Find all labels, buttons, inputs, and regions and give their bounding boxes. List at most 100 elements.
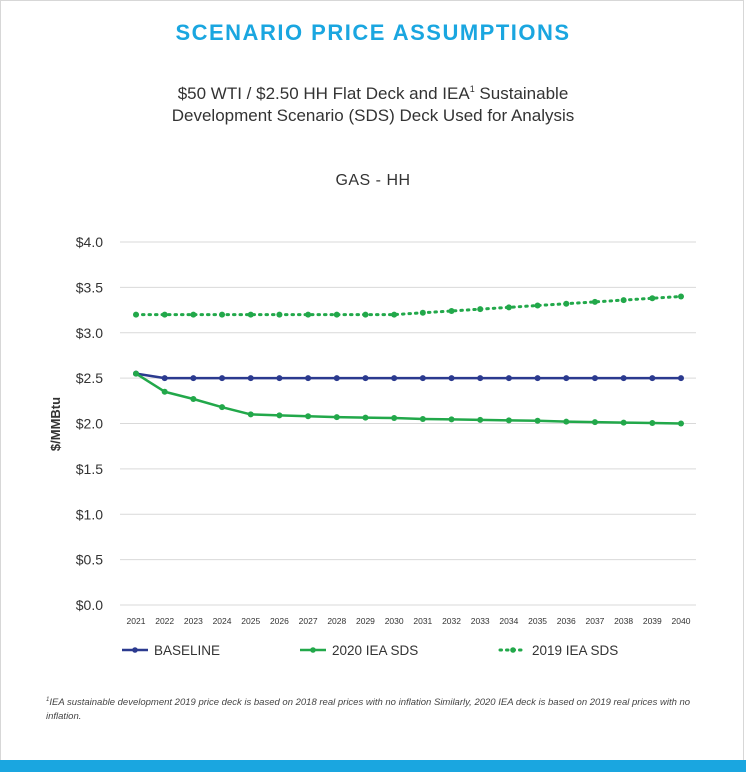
series-group <box>133 293 684 427</box>
data-point <box>333 375 340 382</box>
data-point <box>276 375 283 382</box>
data-point <box>391 311 398 318</box>
data-point <box>448 375 455 382</box>
data-point <box>477 416 484 423</box>
y-tick-label: $1.5 <box>76 461 103 477</box>
data-point <box>276 412 283 419</box>
y-tick-label: $4.0 <box>76 234 103 250</box>
data-point <box>477 375 484 382</box>
data-point <box>591 298 598 305</box>
data-point <box>477 306 484 313</box>
x-tick-label: 2026 <box>270 616 289 626</box>
data-point <box>305 413 312 420</box>
data-point <box>362 375 369 382</box>
legend-label: 2020 IEA SDS <box>332 643 418 658</box>
x-axis-tick-labels: 2021 2022 2023 2024 2025 2026 2027 2028 2029 2030… <box>127 616 691 626</box>
data-point <box>534 302 541 309</box>
series-line <box>135 372 681 380</box>
data-point <box>419 415 426 422</box>
legend-label: BASELINE <box>154 643 220 658</box>
x-tick-label: 2028 <box>327 616 346 626</box>
legend-label: 2019 IEA SDS <box>532 643 618 658</box>
data-point <box>678 293 684 300</box>
data-point <box>305 311 312 318</box>
data-point <box>448 416 455 423</box>
data-point <box>190 311 197 318</box>
x-tick-label: 2030 <box>385 616 404 626</box>
data-point <box>362 311 369 318</box>
x-tick-label: 2029 <box>356 616 375 626</box>
data-point <box>219 311 226 318</box>
bottom-accent-bar <box>0 760 746 772</box>
data-point <box>247 375 254 382</box>
legend-swatch-marker <box>132 647 138 653</box>
data-point <box>505 304 512 311</box>
y-tick-label: $0.5 <box>76 552 103 568</box>
series-line <box>134 294 683 317</box>
data-point <box>534 417 541 424</box>
data-point <box>247 411 254 418</box>
series-2020-iea-sds <box>133 370 684 427</box>
x-tick-label: 2039 <box>643 616 662 626</box>
y-tick-label: $0.0 <box>76 597 103 613</box>
subtitle-line1-a: $50 WTI / $2.50 HH Flat Deck and IEA <box>177 84 470 103</box>
y-axis-label: $/MMBtu <box>48 397 63 451</box>
subtitle-footnote-marker: 1 <box>469 84 475 94</box>
data-point <box>448 307 455 314</box>
y-tick-label: $3.5 <box>76 279 103 295</box>
footnote-text: IEA sustainable development 2019 price d… <box>46 697 691 722</box>
data-point <box>534 375 541 382</box>
page-subtitle: $50 WTI / $2.50 HH Flat Deck and IEA1 Su… <box>0 78 746 127</box>
chart-title: GAS - HH <box>335 172 411 189</box>
legend-item-2019-iea-sds: 2019 IEA SDS <box>498 643 618 658</box>
x-tick-label: 2024 <box>213 616 232 626</box>
x-tick-label: 2031 <box>413 616 432 626</box>
footnote: 1IEA sustainable development 2019 price … <box>46 693 716 724</box>
footnote-marker: 1 <box>46 697 50 703</box>
series-line <box>135 372 682 425</box>
x-tick-label: 2035 <box>528 616 547 626</box>
data-point <box>563 418 570 425</box>
data-point <box>219 375 226 382</box>
series-baseline <box>133 370 684 382</box>
x-tick-label: 2027 <box>299 616 318 626</box>
data-point <box>649 295 656 302</box>
y-tick-label: $3.0 <box>76 325 103 341</box>
y-tick-label: $2.5 <box>76 370 103 386</box>
data-point <box>161 388 168 395</box>
data-point <box>649 375 656 382</box>
legend-item-baseline: BASELINE <box>122 643 220 658</box>
x-tick-label: 2023 <box>184 616 203 626</box>
data-point <box>505 417 512 424</box>
x-tick-label: 2032 <box>442 616 461 626</box>
data-point <box>161 311 168 318</box>
page-title: SCENARIO PRICE ASSUMPTIONS <box>175 20 571 45</box>
data-point <box>276 311 283 318</box>
x-tick-label: 2025 <box>241 616 260 626</box>
y-tick-label: $2.0 <box>76 416 103 432</box>
legend-swatch-marker <box>510 647 516 653</box>
data-point <box>333 414 340 421</box>
data-point <box>591 375 598 382</box>
legend: BASELINE 2020 IEA SDS 2019 IEA SDS <box>122 643 618 658</box>
data-point <box>333 311 340 318</box>
data-point <box>190 395 197 402</box>
data-point <box>649 420 656 427</box>
data-point <box>247 311 254 318</box>
legend-swatch-marker <box>310 647 316 653</box>
data-point <box>133 311 139 318</box>
subtitle-line1-b: Sustainable <box>474 84 569 103</box>
data-point <box>678 375 684 382</box>
data-point <box>620 375 627 382</box>
y-tick-label: $1.0 <box>76 506 103 522</box>
x-tick-label: 2037 <box>585 616 604 626</box>
data-point <box>678 420 684 427</box>
x-tick-label: 2036 <box>557 616 576 626</box>
x-tick-label: 2021 <box>127 616 146 626</box>
subtitle-line2: Development Scenario (SDS) Deck Used for… <box>171 106 575 125</box>
data-point <box>620 297 627 304</box>
x-tick-label: 2033 <box>471 616 490 626</box>
data-point <box>591 419 598 426</box>
series-2019-iea-sds <box>133 293 684 318</box>
data-point <box>391 415 398 422</box>
